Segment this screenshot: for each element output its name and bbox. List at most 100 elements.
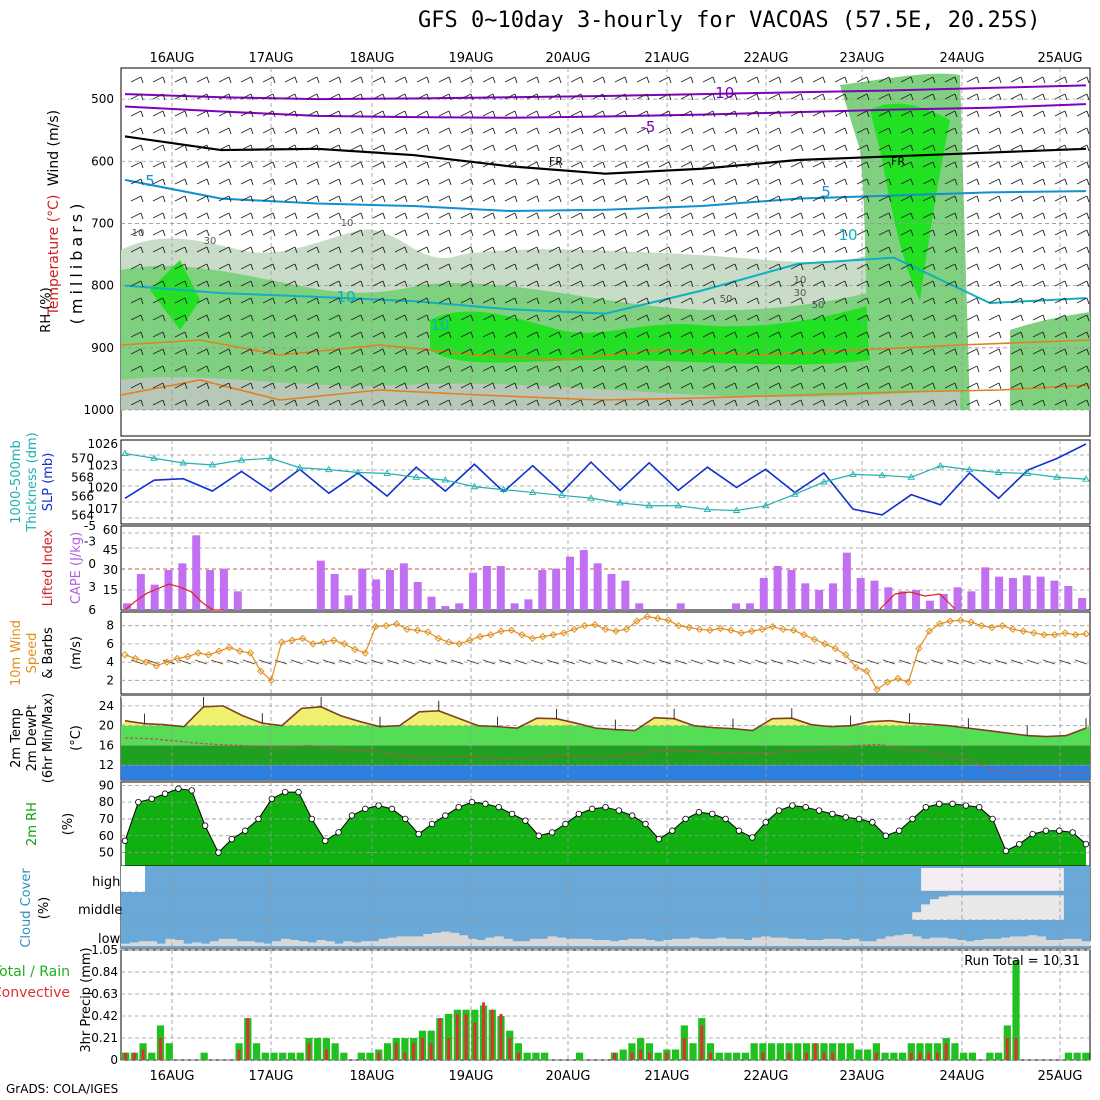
y-tick-label: 50	[99, 846, 114, 860]
rh-point	[215, 849, 222, 856]
wind-barb	[1054, 178, 1066, 185]
wind-barb-flag	[1064, 365, 1068, 373]
wind-barb	[240, 229, 252, 236]
rh-point	[508, 810, 516, 818]
wind-barb-flag	[536, 280, 540, 288]
precip-total-bar	[820, 1043, 828, 1060]
wind-barb	[592, 348, 604, 355]
rh-point	[562, 820, 569, 828]
wind-barb-flag	[932, 76, 936, 84]
wind-speed-point	[1082, 630, 1090, 638]
wind-barb	[130, 263, 142, 270]
cape-bar	[178, 563, 187, 610]
wind-barb-flag	[800, 297, 804, 305]
wind-barb	[284, 314, 296, 321]
wind-barb-flag	[382, 263, 386, 271]
wind-barb	[152, 399, 164, 406]
wind-barb	[790, 127, 802, 134]
wind-barb-flag	[932, 280, 936, 288]
wind-barb-flag	[888, 365, 892, 373]
wind-barb	[218, 195, 230, 202]
wind-barb	[812, 365, 824, 372]
cape-bar	[939, 594, 948, 610]
wind-barb	[834, 178, 846, 185]
y-tick-label: 568	[71, 470, 94, 484]
wind-barb-flag	[646, 127, 650, 135]
y-tick-label: 15	[103, 583, 118, 597]
wind-barb-flag	[228, 382, 232, 390]
wind-barb	[922, 195, 934, 202]
wind-barb-flag	[228, 110, 232, 118]
wind-barb-flag	[954, 297, 958, 305]
wind-barb-flag	[1020, 212, 1024, 220]
cape-axis-label: CAPE (J/kg)	[69, 532, 84, 604]
wind-barb	[1076, 229, 1088, 236]
wind10-barb	[514, 659, 528, 665]
wind-barb	[1010, 161, 1022, 168]
temp-band-green	[121, 725, 1090, 746]
precip-total-bar	[864, 1049, 872, 1060]
wind-barb-flag	[162, 212, 166, 220]
wind-barb	[724, 263, 736, 270]
rh-point	[1029, 830, 1036, 838]
cloud-low	[956, 940, 967, 946]
wind-barb-flag	[470, 76, 474, 84]
rh-point	[415, 830, 422, 838]
wind-barb-flag	[206, 399, 210, 407]
wind10-barb	[434, 659, 448, 665]
wind-barb-flag	[624, 93, 628, 101]
precip-label-convective: Convective	[0, 985, 70, 1001]
wind-barb-flag	[272, 365, 276, 373]
wind-barb-flag	[910, 110, 914, 118]
wind-barb	[614, 365, 626, 372]
wind-barb	[966, 110, 978, 117]
wind-barb	[218, 297, 230, 304]
wind-barb-flag	[162, 331, 166, 339]
wind-barb-flag	[382, 127, 386, 135]
wind-barb-flag	[822, 144, 826, 152]
y-tick-label: 600	[91, 154, 114, 168]
cloud-low	[529, 938, 540, 946]
wind-barb	[262, 127, 274, 134]
wind-barb-flag	[404, 382, 408, 390]
wind-barb	[966, 212, 978, 219]
wind-barb-flag	[712, 127, 716, 135]
wind-speed-point	[758, 625, 766, 634]
wind-barb-flag	[470, 195, 474, 203]
y-tick-label: 570	[71, 451, 94, 465]
wind-barb-flag	[162, 195, 166, 203]
rh-point	[468, 798, 476, 806]
wind-barb-flag	[514, 365, 518, 373]
precip-total-bar	[296, 1052, 304, 1060]
wind-barb	[636, 144, 648, 151]
wind-barb-flag	[272, 348, 276, 356]
wind-barb	[196, 280, 208, 287]
wind-barb-flag	[646, 195, 650, 203]
wind-barb-flag	[228, 263, 232, 271]
wind10-barb	[466, 659, 480, 665]
wind-barb	[240, 110, 252, 117]
wind-barb	[900, 263, 912, 270]
wind-barb	[812, 76, 824, 83]
precip-convective-bar	[639, 1049, 643, 1060]
wind-barb-flag	[624, 144, 628, 152]
rh-point	[1069, 829, 1076, 836]
wind-barb	[1010, 314, 1022, 321]
wind-barb-flag	[1086, 161, 1090, 169]
wind-barb-flag	[294, 195, 298, 203]
wind-barb-flag	[250, 161, 254, 169]
y-tick-label: 0.21	[91, 1031, 118, 1045]
wind-barb-flag	[360, 161, 364, 169]
wind-barb	[306, 76, 318, 83]
cape-bar	[1050, 580, 1059, 610]
cloud-low	[689, 937, 700, 946]
wind-barb-flag	[184, 161, 188, 169]
wind-barb	[130, 365, 142, 372]
wind-barb-flag	[624, 76, 628, 84]
wind-barb-flag	[228, 212, 232, 220]
y-tick-label: 70	[99, 812, 114, 826]
wind-barb	[966, 365, 978, 372]
wind-barb	[526, 280, 538, 287]
wind-barb-flag	[778, 93, 782, 101]
